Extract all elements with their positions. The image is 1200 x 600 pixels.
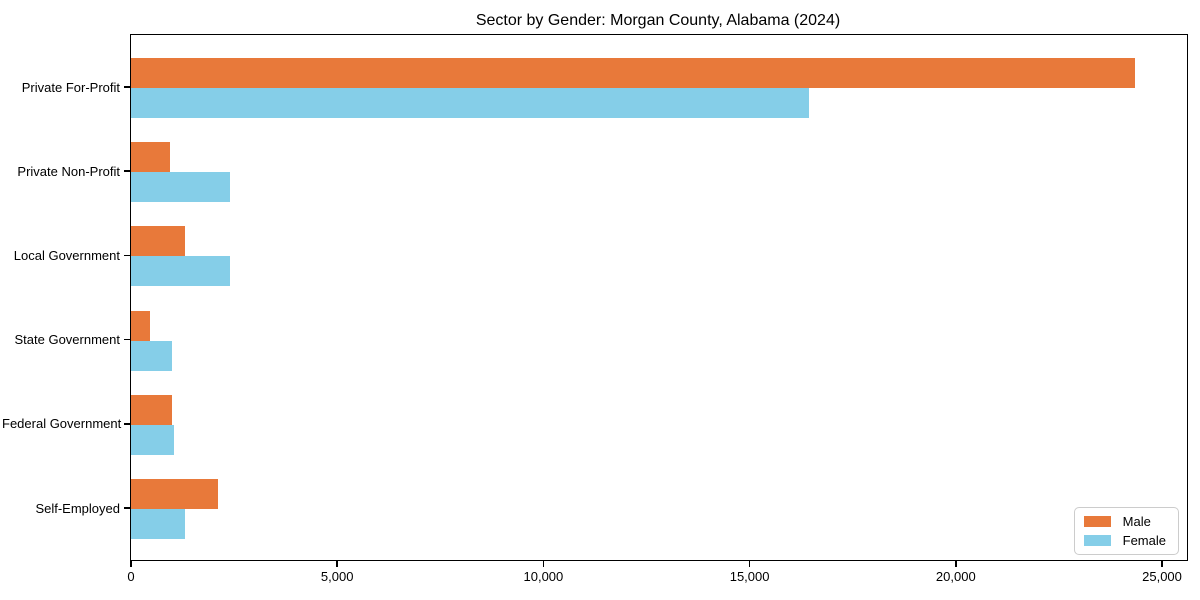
category-label-local-government: Local Government: [13, 247, 120, 263]
x-tick-25-000: [1161, 560, 1163, 567]
chart-title: Sector by Gender: Morgan County, Alabama…: [475, 12, 841, 29]
legend-label-male: Male: [1122, 514, 1151, 529]
x-tick-label-10-000: 10,000: [523, 569, 564, 584]
bar-female-local-government: [131, 256, 230, 287]
y-tick-private-for-profit: [124, 86, 130, 88]
y-tick-private-non-profit: [124, 170, 130, 172]
bar-male-self-employed: [131, 479, 218, 509]
category-label-state-government: State Government: [14, 332, 121, 348]
x-tick-label-5-000: 5,000: [320, 569, 354, 584]
x-tick-10-000: [542, 560, 545, 567]
legend: Male Female: [1073, 507, 1179, 555]
x-tick-20-000: [955, 560, 957, 567]
y-tick-self-employed: [124, 507, 130, 509]
category-label-private-non-profit: Private Non-Profit: [17, 163, 120, 179]
legend-entry-female: Female: [1083, 533, 1166, 548]
bar-female-self-employed: [131, 509, 185, 539]
x-tick-5-000: [336, 560, 338, 567]
bar-female-state-government: [131, 340, 173, 371]
bar-male-private-for-profit: [131, 58, 1136, 88]
x-tick-15-000: [748, 560, 751, 567]
bar-male-local-government: [131, 226, 185, 257]
bar-male-private-non-profit: [131, 142, 171, 173]
x-tick-label-15-000: 15,000: [729, 569, 770, 584]
legend-entry-male: Male: [1083, 514, 1166, 529]
bar-male-state-government: [131, 310, 150, 341]
category-label-private-for-profit: Private For-Profit: [21, 79, 120, 95]
bar-female-private-for-profit: [131, 88, 810, 118]
x-tick-label-0: 0: [127, 569, 135, 584]
x-tick-label-20-000: 20,000: [935, 569, 976, 584]
bar-female-private-non-profit: [131, 172, 230, 203]
plot-area: Male Female: [130, 34, 1188, 561]
legend-swatch-female: [1083, 535, 1111, 546]
bar-female-federal-government: [131, 424, 175, 455]
legend-swatch-male: [1083, 516, 1111, 527]
y-tick-state-government: [124, 338, 130, 341]
category-label-self-employed: Self-Employed: [35, 500, 120, 516]
bar-male-federal-government: [131, 394, 173, 425]
legend-label-female: Female: [1122, 533, 1166, 548]
x-tick-0: [130, 560, 132, 567]
y-tick-federal-government: [124, 423, 130, 425]
x-tick-label-25-000: 25,000: [1142, 569, 1182, 584]
category-label-federal-government: Federal Government: [2, 416, 122, 432]
y-tick-local-government: [124, 254, 130, 257]
